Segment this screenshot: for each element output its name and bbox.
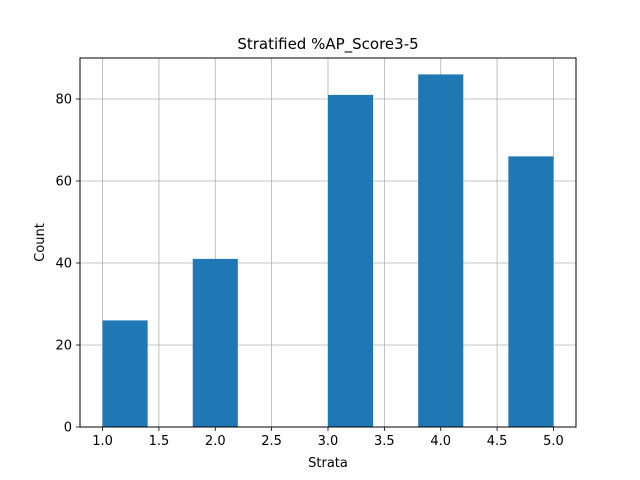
y-tick-label: 60 — [55, 175, 72, 190]
y-tick-label: 0 — [64, 421, 72, 436]
x-tick-label: 5.0 — [543, 434, 564, 449]
x-tick-label: 3.0 — [318, 434, 339, 449]
x-tick-label: 3.5 — [374, 434, 395, 449]
bar-7 — [418, 74, 464, 428]
x-axis-label: Strata — [308, 456, 348, 471]
x-tick-label: 2.5 — [261, 434, 282, 449]
x-tick-label: 4.0 — [430, 434, 451, 449]
x-tick-label: 4.5 — [487, 434, 508, 449]
bar-2 — [192, 258, 238, 427]
x-tick-label: 1.5 — [149, 434, 170, 449]
y-tick-label: 80 — [55, 93, 72, 108]
bar-0 — [102, 320, 148, 427]
bar-5 — [328, 94, 374, 428]
y-axis-label: Count — [33, 223, 48, 262]
y-axis-ticks: 0 20 40 60 80 — [55, 93, 80, 436]
bar-9 — [508, 156, 554, 427]
y-tick-label: 20 — [55, 339, 72, 354]
histogram-bars — [102, 74, 554, 428]
x-tick-label: 1.0 — [92, 434, 113, 449]
x-axis-ticks: 1.0 1.5 2.0 2.5 3.0 3.5 4.0 4.5 5.0 — [92, 427, 564, 449]
x-tick-label: 2.0 — [205, 434, 226, 449]
chart-title: Stratified %AP_Score3-5 — [237, 35, 418, 54]
y-tick-label: 40 — [55, 257, 72, 272]
